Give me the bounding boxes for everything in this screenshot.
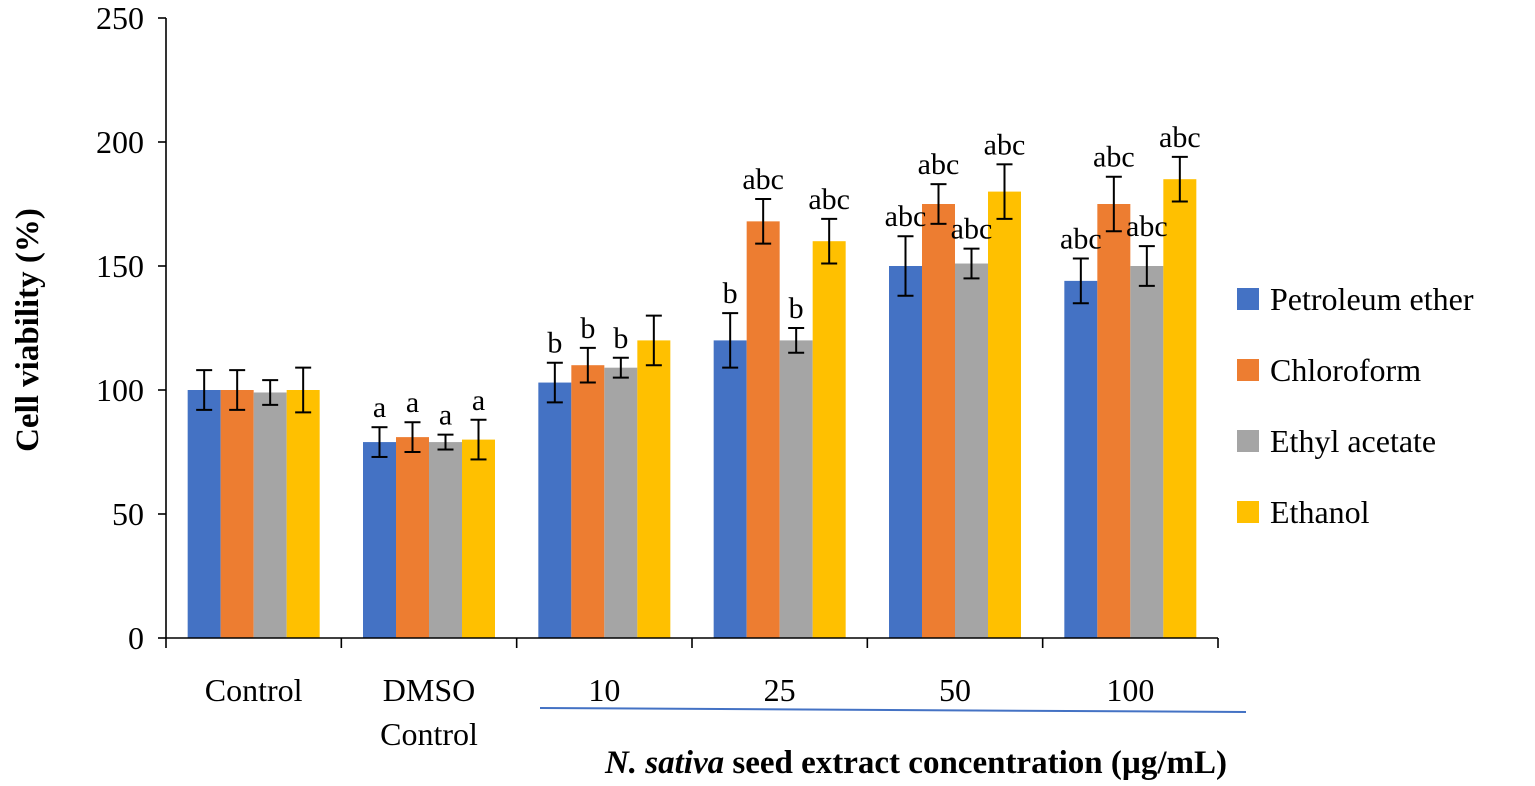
legend-swatch bbox=[1237, 359, 1259, 381]
bar bbox=[1130, 266, 1164, 638]
bar bbox=[988, 191, 1021, 638]
y-tick-label: 0 bbox=[128, 620, 144, 656]
x-tick-label: 10 bbox=[588, 672, 620, 708]
bar bbox=[604, 367, 638, 638]
bar bbox=[187, 390, 221, 638]
bar bbox=[922, 204, 955, 638]
x-axis-title: N. sativa seed extract concentration (µg… bbox=[604, 745, 1227, 781]
y-tick-label: 50 bbox=[112, 496, 144, 532]
bar bbox=[429, 442, 462, 638]
bar bbox=[812, 241, 846, 638]
significance-label: abc bbox=[984, 128, 1026, 161]
significance-label: abc bbox=[1126, 210, 1168, 243]
bar bbox=[889, 266, 922, 638]
significance-label: b bbox=[789, 292, 804, 325]
x-tick-label: 25 bbox=[764, 672, 796, 708]
bar bbox=[396, 437, 429, 638]
bar bbox=[538, 382, 572, 638]
significance-label: abc bbox=[808, 183, 850, 216]
x-tick-label: Control bbox=[205, 672, 303, 708]
bar bbox=[363, 442, 396, 638]
legend-label: Ethyl acetate bbox=[1270, 423, 1436, 459]
bar bbox=[220, 390, 254, 638]
y-axis-title: Cell viability (%) bbox=[10, 208, 46, 452]
category-labels: Control DMSO Control 10 25 50 100 bbox=[205, 672, 1155, 752]
x-axis-title-rest: seed extract concentration (µg/mL) bbox=[724, 745, 1227, 781]
significance-label: abc bbox=[918, 148, 960, 181]
legend-swatch bbox=[1237, 288, 1259, 310]
significance-label: a bbox=[439, 399, 452, 432]
bar bbox=[779, 340, 813, 638]
significance-label: abc bbox=[885, 200, 927, 233]
significance-label: b bbox=[723, 277, 738, 310]
significance-label: a bbox=[472, 384, 485, 417]
y-axis-ticks: 0 50 100 150 200 250 bbox=[96, 0, 166, 656]
bar bbox=[713, 340, 747, 638]
significance-label: abc bbox=[742, 163, 784, 196]
legend-swatch bbox=[1237, 430, 1259, 452]
x-axis-ticks bbox=[165, 638, 1219, 648]
legend-label: Petroleum ether bbox=[1270, 281, 1474, 317]
bar bbox=[253, 392, 287, 638]
significance-label: a bbox=[373, 391, 386, 424]
error-bars bbox=[196, 155, 1188, 461]
bar bbox=[1097, 204, 1131, 638]
bar bbox=[571, 365, 605, 638]
legend-label: Ethanol bbox=[1270, 494, 1370, 530]
y-tick-label: 150 bbox=[96, 248, 144, 284]
bar bbox=[286, 390, 320, 638]
significance-label: abc bbox=[951, 213, 993, 246]
significance-label: b bbox=[547, 327, 562, 360]
significance-label: abc bbox=[1060, 223, 1102, 256]
x-tick-label: DMSO bbox=[383, 672, 475, 708]
legend-swatch bbox=[1237, 501, 1259, 523]
x-tick-label: 100 bbox=[1106, 672, 1154, 708]
y-tick-label: 200 bbox=[96, 124, 144, 160]
y-tick-label: 100 bbox=[96, 372, 144, 408]
bar bbox=[955, 263, 988, 638]
bar bbox=[1064, 280, 1098, 638]
significance-label: b bbox=[613, 322, 628, 355]
bar bbox=[637, 340, 671, 638]
bar bbox=[462, 439, 495, 638]
significance-label: abc bbox=[1159, 121, 1201, 154]
bar bbox=[1163, 179, 1197, 638]
significance-label: a bbox=[406, 386, 419, 419]
bars bbox=[187, 179, 1197, 639]
legend: Petroleum ether Chloroform Ethyl acetate Et… bbox=[1237, 281, 1474, 530]
y-tick-label: 250 bbox=[96, 0, 144, 36]
x-tick-label: Control bbox=[380, 716, 478, 752]
significance-label: abc bbox=[1093, 141, 1135, 174]
concentration-bracket-line bbox=[539, 707, 1247, 713]
x-tick-label: 50 bbox=[939, 672, 971, 708]
x-axis-title-italic: N. sativa bbox=[604, 745, 724, 781]
significance-label: b bbox=[580, 312, 595, 345]
legend-label: Chloroform bbox=[1270, 352, 1421, 388]
bar bbox=[746, 221, 780, 639]
